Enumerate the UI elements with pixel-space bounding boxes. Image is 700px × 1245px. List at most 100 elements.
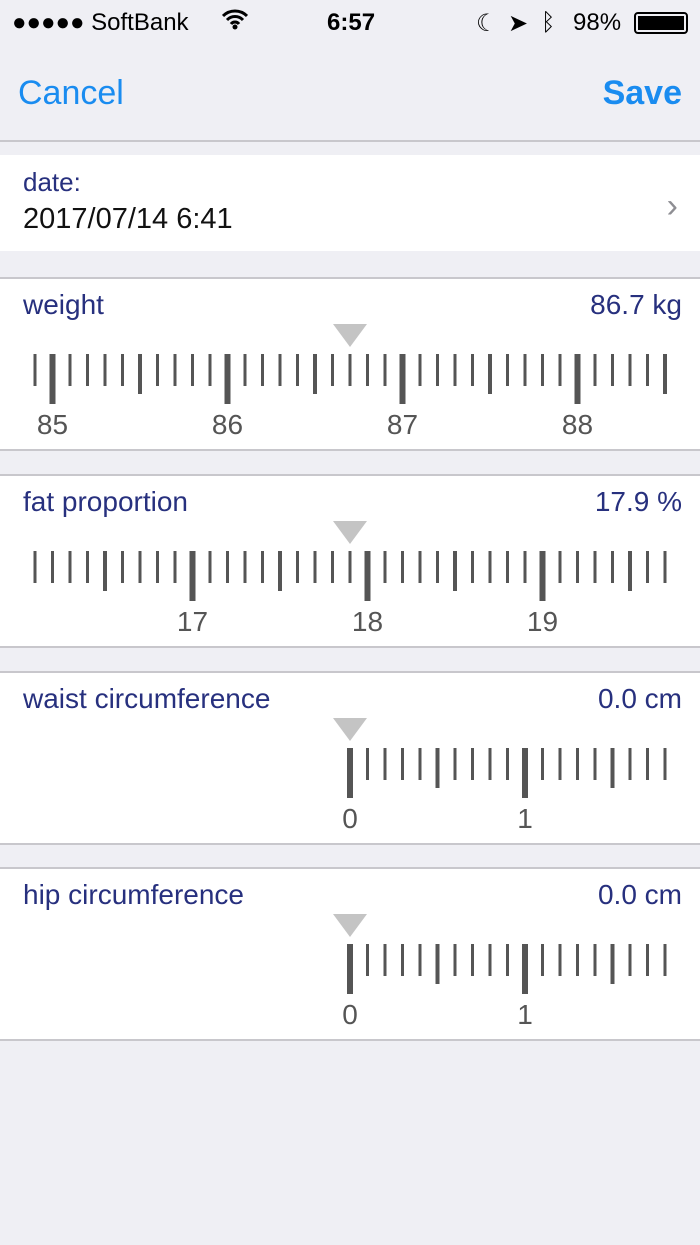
date-label: date: [23,167,81,197]
minor-tick [243,354,247,386]
minor-tick [261,354,264,386]
minor-tick [261,551,264,583]
minor-tick [208,551,212,583]
tick-label: 1 [517,999,533,1030]
chevron-right-icon: › [666,187,678,225]
minor-tick [296,551,299,583]
minor-tick [471,354,474,386]
minor-tick [121,354,124,386]
minor-tick [401,748,404,780]
tick-label: 88 [562,409,593,440]
minor-tick [471,748,474,780]
major-tick [574,354,581,404]
minor-tick [121,551,124,583]
minor-tick [646,354,649,386]
pointer-icon [333,914,367,937]
minor-tick [103,551,107,591]
status-bar: ●●●●● SoftBank 6:57 ☾ ➤ ᛒ 98% [0,0,700,46]
minor-tick [628,354,632,386]
minor-tick [331,551,334,583]
minor-tick [523,354,527,386]
minor-tick [471,944,474,976]
major-tick [539,551,546,601]
minor-tick [278,551,282,591]
minor-tick [646,748,649,780]
minor-tick [436,354,439,386]
minor-tick [191,354,194,386]
minor-tick [488,551,492,583]
major-tick [189,551,196,601]
minor-tick [401,944,404,976]
minor-tick [33,354,37,386]
minor-tick [383,551,387,583]
minor-tick [471,551,474,583]
date-row[interactable]: date: 2017/07/14 6:41 › [0,155,700,251]
minor-tick [453,551,457,591]
weight-card: weight 86.7 kg 85 86 87 88 [0,277,700,451]
minor-tick [173,354,177,386]
clock: 6:57 [327,9,376,36]
minor-tick [610,748,615,788]
weight-ruler[interactable]: 85 86 87 88 [0,279,700,453]
major-tick [347,748,353,798]
minor-tick [418,748,422,780]
minor-tick [663,354,667,394]
minor-tick [593,551,597,583]
minor-tick [366,944,369,976]
minor-tick [68,551,72,583]
wifi-icon [221,8,249,37]
major-tick [399,354,406,404]
minor-tick [418,354,422,386]
minor-tick [576,551,579,583]
tick-label: 1 [517,803,533,834]
minor-tick [401,551,404,583]
save-button[interactable]: Save [602,74,682,112]
major-tick [522,748,528,798]
tick-label: 18 [352,606,383,637]
minor-tick [558,551,562,583]
major-tick [522,944,528,994]
minor-tick [86,551,89,583]
minor-tick [173,551,177,583]
minor-tick [331,354,334,386]
battery-percent: 98% [573,9,622,36]
minor-tick [646,551,649,583]
minor-tick [453,748,457,780]
tick-label: 17 [177,606,208,637]
minor-tick [453,354,457,386]
minor-tick [506,944,509,976]
minor-tick [366,354,369,386]
minor-tick [523,551,527,583]
measurement-value: 0.0 cm [597,879,682,910]
nav-bar: Cancel Save [0,46,700,142]
minor-tick [593,748,597,780]
minor-tick [103,354,107,386]
measurement-value: 17.9 % [594,486,682,517]
minor-tick [646,944,649,976]
minor-tick [488,944,492,976]
tick-label: 85 [37,409,68,440]
minor-tick [366,748,369,780]
measurement-label: waist circumference [23,683,271,714]
carrier: ●●●●● SoftBank [12,9,189,36]
minor-tick [593,354,597,386]
minor-tick [663,551,667,583]
tick-label: 87 [387,409,418,440]
cancel-button[interactable]: Cancel [18,74,124,112]
minor-tick [383,748,387,780]
minor-tick [138,551,142,583]
minor-tick [576,748,579,780]
fat-ruler[interactable]: 17 18 19 [0,476,700,650]
minor-tick [313,354,317,394]
minor-tick [541,944,544,976]
minor-tick [611,354,614,386]
minor-tick [611,551,614,583]
minor-tick [208,354,212,386]
minor-tick [348,551,352,583]
minor-tick [435,748,440,788]
minor-tick [418,551,422,583]
